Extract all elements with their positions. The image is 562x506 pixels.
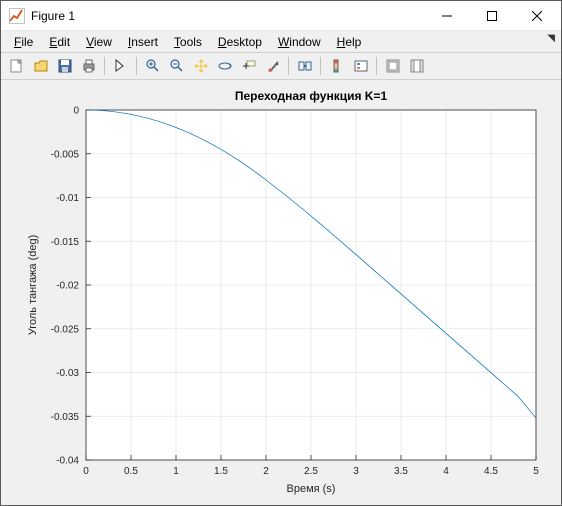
svg-text:4: 4 <box>443 466 449 477</box>
toolbar-separator <box>376 57 377 75</box>
menu-tools[interactable]: Tools <box>167 33 209 51</box>
svg-text:3.5: 3.5 <box>394 466 408 477</box>
svg-text:1: 1 <box>173 466 179 477</box>
figure-area: 0 0.5 1 1.5 2 2.5 3 3.5 4 4.5 5 -0.04 -0.035 -0.03 -0.… <box>1 80 561 505</box>
link-plot-button[interactable] <box>293 55 316 77</box>
save-button[interactable] <box>53 55 76 77</box>
svg-text:0: 0 <box>83 466 89 477</box>
svg-text:-0.04: -0.04 <box>56 456 79 467</box>
svg-text:3: 3 <box>353 466 359 477</box>
toolbar-separator <box>288 57 289 75</box>
print-button[interactable] <box>77 55 100 77</box>
menu-view[interactable]: View <box>79 33 119 51</box>
maximize-button[interactable] <box>469 1 514 30</box>
svg-text:-0.03: -0.03 <box>56 368 79 379</box>
svg-text:2.5: 2.5 <box>304 466 318 477</box>
window-titlebar: Figure 1 <box>1 1 561 31</box>
open-button[interactable] <box>29 55 52 77</box>
toolbar <box>1 53 561 80</box>
window-title: Figure 1 <box>31 9 424 23</box>
svg-text:1.5: 1.5 <box>214 466 228 477</box>
pan-button[interactable] <box>189 55 212 77</box>
brush-button[interactable] <box>261 55 284 77</box>
insert-colorbar-button[interactable] <box>325 55 348 77</box>
svg-text:0.5: 0.5 <box>124 466 138 477</box>
svg-text:Переходная функция K=1: Переходная функция K=1 <box>235 89 388 103</box>
toolbar-separator <box>104 57 105 75</box>
svg-text:5: 5 <box>533 466 539 477</box>
svg-text:0: 0 <box>73 106 79 117</box>
zoom-in-button[interactable] <box>141 55 164 77</box>
zoom-out-button[interactable] <box>165 55 188 77</box>
rotate-3d-button[interactable] <box>213 55 236 77</box>
svg-text:-0.02: -0.02 <box>56 281 79 292</box>
dock-toggle-icon[interactable]: ◥ <box>547 33 555 44</box>
svg-text:Уголь тангажа (deg): Уголь тангажа (deg) <box>27 235 39 336</box>
svg-text:Время (s): Время (s) <box>287 483 336 495</box>
show-plot-tools-button[interactable] <box>405 55 428 77</box>
matlab-figure-icon <box>9 8 25 24</box>
menu-file[interactable]: File <box>7 33 40 51</box>
edit-plot-button[interactable] <box>109 55 132 77</box>
menu-desktop[interactable]: Desktop <box>211 33 269 51</box>
svg-text:-0.01: -0.01 <box>56 193 79 204</box>
menu-bar: FileEditViewInsertToolsDesktopWindowHelp… <box>1 31 561 53</box>
minimize-button[interactable] <box>424 1 469 30</box>
menu-help[interactable]: Help <box>330 33 369 51</box>
data-cursor-button[interactable] <box>237 55 260 77</box>
axes[interactable]: 0 0.5 1 1.5 2 2.5 3 3.5 4 4.5 5 -0.04 -0.035 -0.03 -0.… <box>1 80 561 505</box>
menu-window[interactable]: Window <box>271 33 328 51</box>
menu-edit[interactable]: Edit <box>42 33 77 51</box>
toolbar-separator <box>136 57 137 75</box>
new-figure-button[interactable] <box>5 55 28 77</box>
toolbar-separator <box>320 57 321 75</box>
svg-text:4.5: 4.5 <box>484 466 498 477</box>
menu-insert[interactable]: Insert <box>121 33 165 51</box>
insert-legend-button[interactable] <box>349 55 372 77</box>
svg-text:-0.035: -0.035 <box>51 412 80 423</box>
svg-text:-0.015: -0.015 <box>51 237 80 248</box>
close-button[interactable] <box>514 1 559 30</box>
svg-text:-0.005: -0.005 <box>51 149 80 160</box>
svg-text:-0.025: -0.025 <box>51 324 80 335</box>
hide-plot-tools-button[interactable] <box>381 55 404 77</box>
svg-text:2: 2 <box>263 466 269 477</box>
